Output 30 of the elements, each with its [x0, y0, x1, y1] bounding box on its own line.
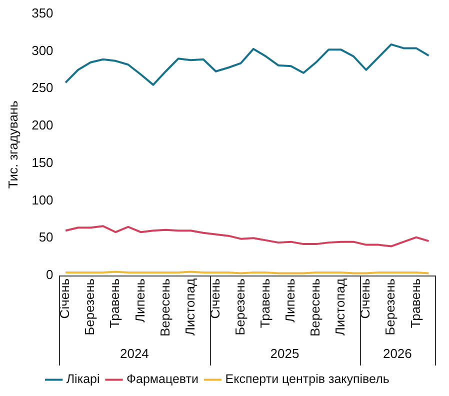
y-tick-label: 50 — [38, 230, 54, 245]
x-tick-label: Травень — [107, 278, 122, 328]
legend-label: Лікарі — [66, 372, 100, 386]
x-tick-label: Липень — [132, 278, 148, 322]
x-tick-label: Липень — [282, 278, 298, 322]
y-tick-label: 250 — [32, 80, 54, 96]
text: 2026 — [382, 346, 412, 362]
y-tick-label: 100 — [32, 192, 54, 208]
legend-label: Фармацевти — [126, 372, 199, 386]
y-tick-label: 0 — [46, 267, 54, 282]
x-tick-label: Березень — [232, 278, 248, 336]
x-tick-label: Січень — [358, 278, 373, 319]
x-tick-label: Травень — [258, 278, 273, 328]
y-tick-label: 150 — [32, 154, 54, 170]
y-tick-label: 300 — [32, 42, 54, 58]
y-axis-title: Тис. згадувань — [5, 100, 20, 189]
x-tick-label: Травень — [408, 278, 423, 328]
x-tick-label: Січень — [207, 278, 222, 319]
legend-label: Експерти центрів закупівель — [225, 372, 390, 386]
x-tick-label: Вересень — [157, 278, 172, 337]
y-tick-label: 350 — [32, 5, 54, 20]
text: 2025 — [270, 346, 300, 362]
x-tick-label: Січень — [57, 278, 72, 319]
y-tick-label: 200 — [32, 118, 54, 133]
x-tick-label: Вересень — [308, 278, 323, 337]
x-tick-label: Березень — [382, 278, 398, 336]
x-tick-label: Березень — [82, 278, 98, 336]
text: 2024 — [120, 346, 149, 362]
x-tick-label: Листопад — [332, 278, 348, 336]
x-tick-label: Листопад — [182, 278, 198, 336]
